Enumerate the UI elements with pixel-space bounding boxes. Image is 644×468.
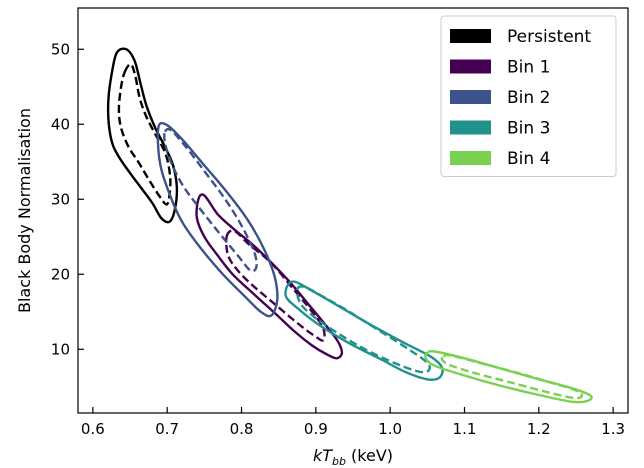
- x-tick-label: 1.1: [453, 420, 477, 438]
- legend-swatch: [450, 120, 491, 135]
- x-tick-label: 0.9: [304, 420, 328, 438]
- x-axis-ticks: 0.6 0.7 0.8 0.9 1.0 1.1 1.2 1.3: [81, 407, 625, 438]
- legend-swatch: [450, 90, 491, 104]
- legend-label: Bin 1: [507, 58, 550, 78]
- legend-swatch: [450, 59, 491, 74]
- contour-dashed-0: [117, 63, 172, 206]
- y-axis-label: Black Body Normalisation: [15, 108, 34, 313]
- legend-box: [440, 15, 617, 177]
- contour-dashed-2: [163, 127, 258, 273]
- x-tick-label: 1.0: [378, 420, 402, 438]
- legend-swatch: [450, 151, 491, 165]
- legend-label: Bin 4: [507, 149, 550, 169]
- x-tick-label: 0.7: [155, 420, 179, 438]
- legend-label: Bin 2: [507, 88, 550, 108]
- x-axis-label-unit: (keV): [346, 446, 393, 465]
- contour-solid-0: [106, 47, 179, 224]
- y-tick-label: 10: [51, 340, 70, 358]
- x-tick-label: 1.2: [527, 420, 551, 438]
- legend-label: Persistent: [507, 27, 591, 47]
- contour-dashed-3: [295, 285, 431, 374]
- x-tick-label: 0.8: [230, 420, 254, 438]
- contour-dashed-4: [440, 353, 584, 400]
- y-tick-label: 20: [51, 265, 70, 283]
- x-axis-label-subscript: bb: [332, 455, 346, 468]
- contour-dashed-1: [225, 229, 326, 342]
- x-axis-label: kTbb (keV): [313, 446, 393, 468]
- contour-solid-1: [195, 193, 344, 360]
- x-tick-label: 0.6: [81, 420, 105, 438]
- y-axis-ticks: 10 20 30 40 50: [51, 40, 84, 358]
- contour-layer: [106, 47, 593, 404]
- contour-solid-4: [424, 350, 593, 404]
- contour-solid-2: [156, 121, 279, 318]
- legend: Persistent Bin 1 Bin 2 Bin 3 Bin 4: [440, 15, 617, 177]
- y-tick-label: 40: [51, 115, 70, 133]
- plot-frame: [77, 7, 629, 414]
- legend-swatch: [450, 29, 491, 43]
- x-axis-label-main: kT: [313, 446, 333, 465]
- x-tick-label: 1.3: [601, 420, 625, 438]
- legend-label: Bin 3: [507, 119, 550, 139]
- y-tick-label: 30: [51, 190, 70, 208]
- y-tick-label: 50: [51, 40, 70, 58]
